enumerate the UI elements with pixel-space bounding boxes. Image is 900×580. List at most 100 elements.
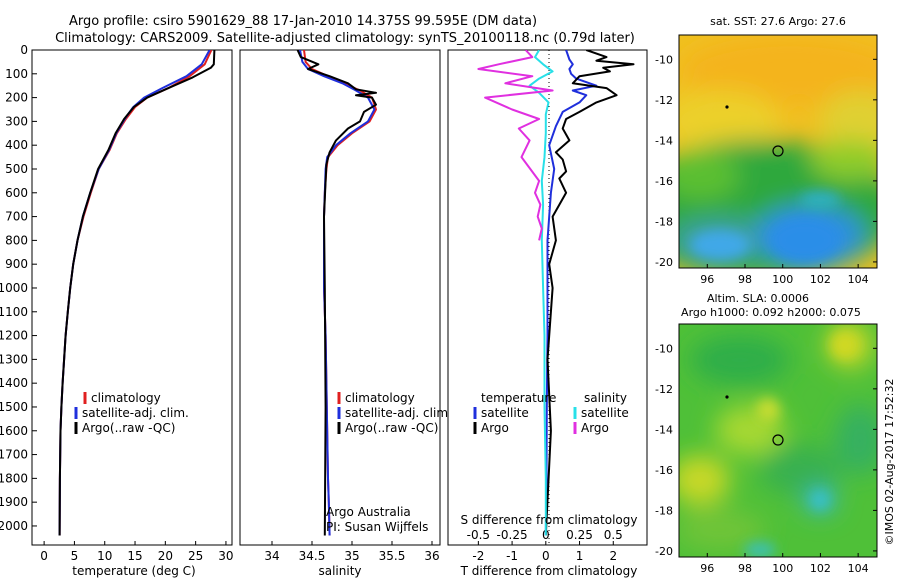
depth-tick-label: 800 xyxy=(5,233,28,247)
sst-map-frame xyxy=(678,34,878,269)
map-x-tick-label: 104 xyxy=(848,273,869,286)
temperature-tick-label: 15 xyxy=(127,549,142,563)
argo-float-marker xyxy=(772,434,784,446)
depth-tick-label: 2000 xyxy=(0,519,28,533)
temp-diff-tick-label: 1 xyxy=(576,549,584,563)
sst-map-panel: sat. SST: 27.6 Argo: 27.6 96 98 100 102 104 -… xyxy=(655,15,878,286)
salinity-tick-label: 35 xyxy=(344,549,359,563)
map-x-tick-label: 100 xyxy=(772,562,793,575)
map-x-tick-label: 96 xyxy=(700,562,714,575)
salinity-axes xyxy=(239,49,441,546)
annotation-pi: PI: Susan Wijffels xyxy=(326,520,428,534)
sla-map-title-line1: Altim. SLA: 0.0006 xyxy=(707,292,809,305)
depth-tick-label: 900 xyxy=(5,257,28,271)
salinity-xlabel: salinity xyxy=(318,564,361,578)
map-x-tick-label: 96 xyxy=(700,273,714,286)
difference-series-2 xyxy=(528,50,554,536)
sla-map-frame xyxy=(678,323,878,558)
temperature-tick-label: 30 xyxy=(218,549,233,563)
difference-xlabel-bottom: T difference from climatology xyxy=(460,564,638,578)
map-x-tick-label: 102 xyxy=(810,562,831,575)
depth-tick-label: 200 xyxy=(5,91,28,105)
sal-diff-tick-label: 0.5 xyxy=(604,528,623,542)
depth-axis: 0 100 200 300 400 500 600 700 800 900 1000 1100 1200… xyxy=(0,43,37,533)
depth-tick-label: 300 xyxy=(5,114,28,128)
map-y-tick-label: -16 xyxy=(655,464,673,477)
temperature-x-axis: 0 5 10 15 20 25 30 xyxy=(40,541,234,563)
temperature-panel: 0100200300400500600700800900100011001200… xyxy=(0,43,234,578)
map-y-tick-label: -20 xyxy=(655,545,673,558)
temperature-tick-label: 10 xyxy=(97,549,112,563)
legend-temperature-header: temperature xyxy=(481,391,556,405)
depth-tick-label: 1600 xyxy=(0,424,28,438)
previous-position-marker xyxy=(725,105,729,109)
legend-satellite-label: satellite-adj. clim. xyxy=(345,406,452,420)
sal-diff-tick-label: -0.5 xyxy=(467,528,490,542)
temperature-series-2 xyxy=(58,50,216,536)
legend-argo-label: Argo(..raw -QC) xyxy=(82,421,175,435)
salinity-x-axis: 34 34.5 35 35.5 36 xyxy=(264,541,440,563)
temp-diff-tick-label: 2 xyxy=(609,549,617,563)
depth-tick-label: 1300 xyxy=(0,352,28,366)
temperature-tick-label: 25 xyxy=(188,549,203,563)
salinity-legend: climatology satellite-adj. clim. Argo(..… xyxy=(337,391,452,435)
map-y-tick-label: -18 xyxy=(655,215,673,228)
depth-tick-label: 100 xyxy=(5,67,28,81)
map-y-tick-label: -20 xyxy=(655,256,673,269)
map-x-tick-label: 98 xyxy=(738,273,752,286)
depth-tick-label: 1200 xyxy=(0,329,28,343)
map-y-tick-label: -16 xyxy=(655,175,673,188)
legend-s-argo-label: Argo xyxy=(581,421,609,435)
temperature-tick-label: 0 xyxy=(40,549,48,563)
depth-tick-label: 1800 xyxy=(0,471,28,485)
difference-panel: -2 -1 0 1 2-0.5 -0.25 0 0.25 0.5 T difference fr… xyxy=(447,49,648,578)
sal-diff-tick-label: 0.25 xyxy=(566,528,593,542)
header-line1: Argo profile: csiro 5901629_88 17-Jan-20… xyxy=(69,14,537,29)
difference-x-axis: -2 -1 0 1 2-0.5 -0.25 0 0.25 0.5 xyxy=(467,528,623,563)
legend-argo-label: Argo(..raw -QC) xyxy=(345,421,438,435)
depth-tick-label: 500 xyxy=(5,162,28,176)
temp-diff-tick-label: -1 xyxy=(506,549,518,563)
temp-diff-tick-label: 0 xyxy=(542,549,550,563)
salinity-panel: 34 34.5 35 35.5 36 salinity climatology sate… xyxy=(239,49,452,578)
depth-tick-label: 1500 xyxy=(0,400,28,414)
temperature-lines xyxy=(58,50,216,536)
sla-map-axes: 96 98 100 102 104 -10 -12 -14 -16 -18 -20 xyxy=(655,342,877,575)
sal-diff-tick-label: -0.25 xyxy=(497,528,528,542)
sst-map-axes: 96 98 100 102 104 -10 -12 -14 -16 -18 -20 xyxy=(655,53,877,286)
salinity-tick-label: 36 xyxy=(424,549,439,563)
map-x-tick-label: 98 xyxy=(738,562,752,575)
map-x-tick-label: 100 xyxy=(772,273,793,286)
difference-xlabel-top: S difference from climatology xyxy=(461,513,638,527)
depth-tick-label: 1000 xyxy=(0,281,28,295)
map-y-tick-label: -10 xyxy=(655,53,673,66)
credit-text: ©IMOS 02-Aug-2017 17:52:32 xyxy=(883,379,896,546)
difference-legend: temperature salinity satellite Argo sate… xyxy=(473,391,629,435)
header-line2: Climatology: CARS2009. Satellite-adjuste… xyxy=(55,31,635,46)
map-x-tick-label: 102 xyxy=(810,273,831,286)
legend-climatology-label: climatology xyxy=(91,391,161,405)
difference-series-0 xyxy=(544,50,598,536)
salinity-series-2 xyxy=(296,50,377,536)
temperature-legend: climatology satellite-adj. clim. Argo(..… xyxy=(74,391,189,435)
argo-float-marker xyxy=(772,145,784,157)
depth-tick-label: 1900 xyxy=(0,495,28,509)
salinity-tick-label: 35.5 xyxy=(379,549,406,563)
temperature-tick-label: 20 xyxy=(158,549,173,563)
legend-t-argo-label: Argo xyxy=(481,421,509,435)
sla-heatmap xyxy=(679,324,877,557)
difference-series-1 xyxy=(544,50,635,536)
legend-salinity-header: salinity xyxy=(584,391,627,405)
temperature-axes xyxy=(31,49,233,546)
difference-lines xyxy=(477,50,635,536)
temperature-tick-label: 5 xyxy=(71,549,79,563)
depth-tick-label: 1100 xyxy=(0,305,28,319)
previous-position-marker xyxy=(725,395,729,399)
annotation-argo-australia: Argo Australia xyxy=(326,505,411,519)
salinity-tick-label: 34.5 xyxy=(299,549,326,563)
difference-series-3 xyxy=(477,50,554,241)
legend-climatology-label: climatology xyxy=(345,391,415,405)
temperature-xlabel: temperature (deg C) xyxy=(72,564,195,578)
depth-tick-label: 1700 xyxy=(0,448,28,462)
